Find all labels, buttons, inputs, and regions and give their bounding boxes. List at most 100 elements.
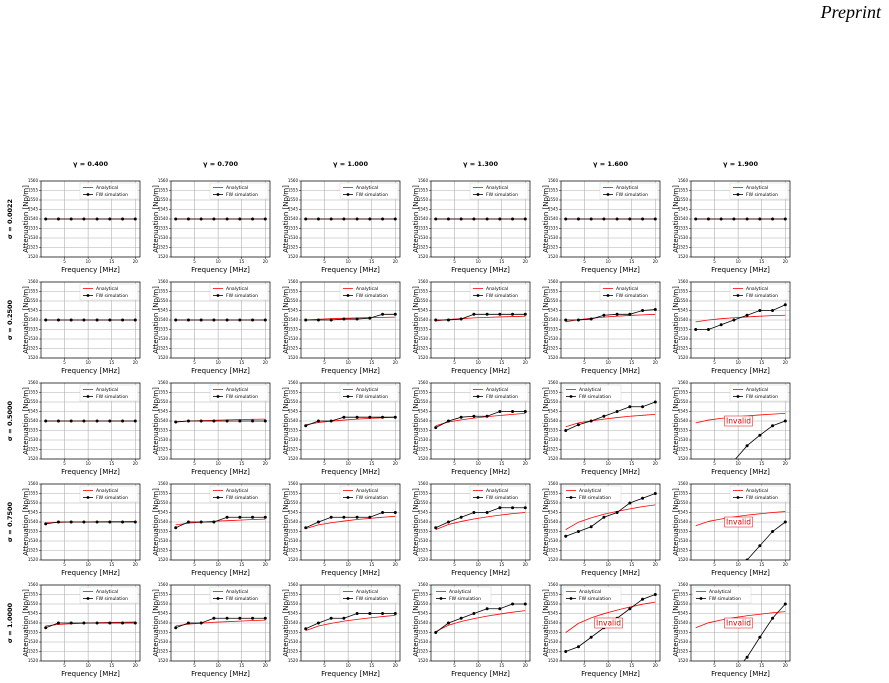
point (745, 558, 749, 560)
point (212, 520, 216, 524)
point (615, 312, 619, 316)
legend-box (339, 283, 399, 301)
series-line (695, 304, 786, 330)
point (381, 217, 385, 221)
point (186, 318, 190, 322)
series-line (435, 315, 526, 322)
series-line (45, 622, 136, 629)
y-tick-label: 1545 (548, 611, 559, 616)
legend-box (729, 384, 789, 402)
y-tick-label: 1535 (678, 327, 689, 332)
y-tick-label: 1555 (28, 592, 39, 597)
x-tick-label: 5 (583, 360, 586, 365)
plot-frame (690, 382, 791, 460)
point (69, 621, 73, 625)
legend-label: FW simulation (226, 192, 258, 198)
legend-label: Analytical (616, 286, 638, 292)
legend-box (339, 586, 399, 604)
point (628, 405, 632, 409)
x-tick-label: 20 (263, 360, 269, 365)
x-tick-label: 15 (239, 663, 245, 668)
y-tick-label: 1535 (158, 630, 169, 635)
plot-frame (430, 584, 531, 662)
x-axis-label: Frequency [MHz] (61, 266, 120, 274)
row-label: σ = 0.7500 (6, 501, 14, 542)
legend-marker (346, 395, 350, 398)
legend-label: FW simulation (709, 596, 741, 602)
y-tick-label: 1555 (678, 188, 689, 193)
plot-area (304, 511, 397, 530)
y-tick-label: 1540 (288, 216, 299, 221)
point (212, 419, 216, 423)
y-tick-label: 1530 (158, 639, 169, 644)
y-tick-label: 1555 (158, 188, 169, 193)
point (263, 419, 267, 423)
y-axis-label: Attenuation [Np/m] (282, 589, 290, 657)
y-tick-label: 1550 (288, 601, 299, 606)
y-tick-label: 1550 (288, 197, 299, 202)
x-axis-label: Frequency [MHz] (711, 468, 770, 476)
y-tick-label: 1540 (418, 519, 429, 524)
point (56, 318, 60, 322)
plot-frame (560, 483, 661, 561)
y-tick-label: 1520 (28, 355, 39, 360)
legend-label: Analytical (746, 185, 768, 191)
y-tick-label: 1545 (28, 611, 39, 616)
y-tick-label: 1550 (28, 399, 39, 404)
legend-box (562, 586, 622, 604)
legend-marker (346, 496, 350, 499)
x-tick-label: 5 (583, 461, 586, 466)
plot-area (694, 303, 787, 331)
point (459, 317, 463, 321)
y-tick-label: 1520 (288, 355, 299, 360)
point (446, 318, 450, 322)
legend-label: Analytical (356, 589, 378, 595)
legend-label: FW simulation (746, 192, 778, 198)
legend-label: Analytical (486, 387, 508, 393)
y-tick-label: 1555 (548, 289, 559, 294)
y-axis-label: Attenuation [Np/m] (22, 387, 30, 455)
x-tick-label: 5 (583, 663, 586, 668)
point (316, 621, 320, 625)
point (186, 419, 190, 423)
y-tick-label: 1555 (28, 390, 39, 395)
y-tick-label: 1555 (548, 491, 559, 496)
y-tick-label: 1535 (288, 226, 299, 231)
point (771, 424, 775, 428)
legend-label: FW simulation (579, 596, 611, 602)
y-tick-label: 1525 (418, 548, 429, 553)
legend-marker (216, 294, 220, 297)
point (694, 496, 697, 499)
point (263, 616, 267, 620)
x-axis-label: Frequency [MHz] (451, 569, 510, 577)
point (355, 317, 359, 321)
x-tick-label: 5 (453, 562, 456, 567)
x-tick-label: 20 (393, 259, 399, 264)
point (564, 534, 568, 538)
legend-box (692, 586, 752, 604)
x-tick-label: 20 (263, 663, 269, 668)
y-tick-label: 1525 (678, 548, 689, 553)
point (381, 415, 385, 419)
plot-frame (40, 281, 141, 359)
point (511, 506, 515, 510)
y-tick-label: 1560 (158, 178, 169, 183)
y-tick-label: 1535 (158, 428, 169, 433)
y-axis-label: Attenuation [Np/m] (542, 286, 550, 354)
point (251, 515, 255, 519)
y-tick-label: 1525 (548, 649, 559, 654)
point (653, 308, 657, 312)
y-tick-label: 1535 (158, 327, 169, 332)
y-tick-label: 1550 (418, 601, 429, 606)
point (225, 318, 229, 322)
y-tick-label: 1550 (288, 298, 299, 303)
y-tick-label: 1535 (418, 226, 429, 231)
point (783, 602, 787, 606)
y-tick-label: 1555 (288, 491, 299, 496)
y-tick-label: 1535 (548, 630, 559, 635)
y-tick-label: 1545 (158, 510, 169, 515)
